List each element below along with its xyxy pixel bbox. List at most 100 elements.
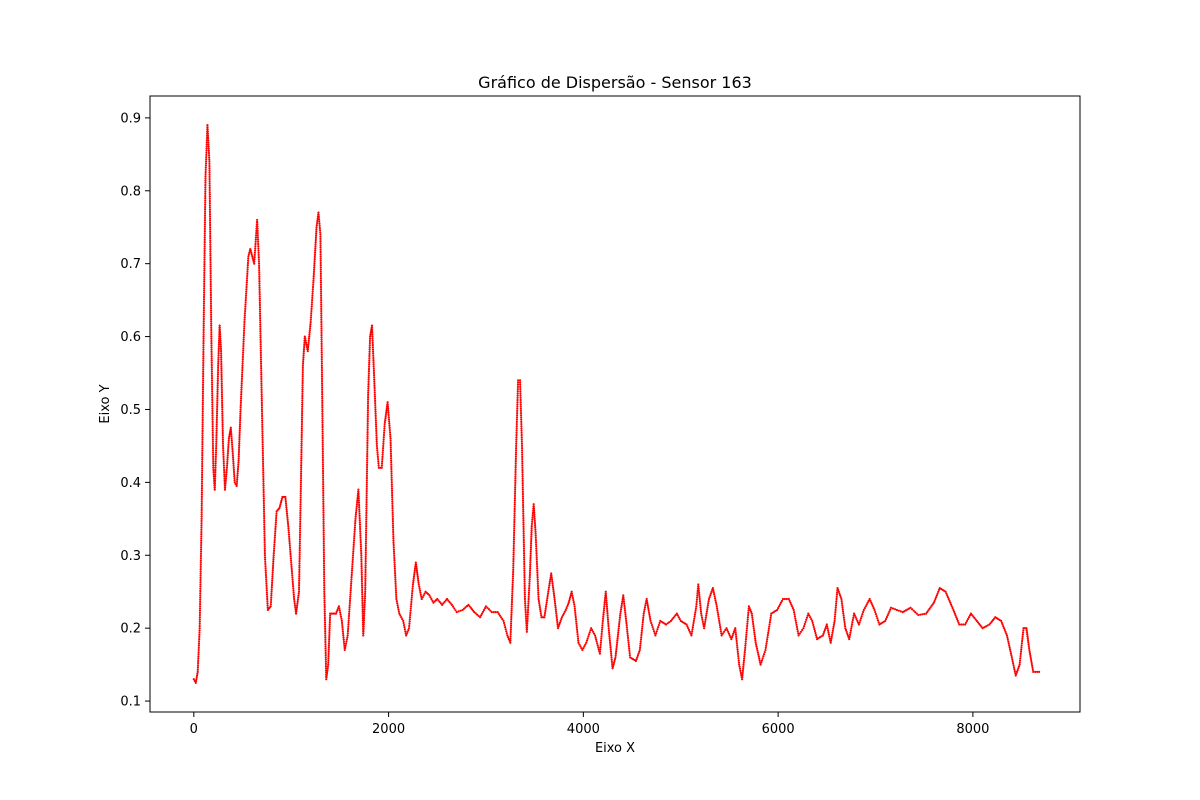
data-point [524, 613, 527, 616]
data-point [953, 612, 956, 615]
data-point [266, 602, 269, 605]
data-point [514, 475, 517, 478]
data-point [201, 427, 204, 430]
data-point [210, 331, 213, 334]
data-point [798, 632, 801, 635]
data-point [310, 314, 313, 317]
data-point [575, 626, 578, 629]
data-point [211, 438, 214, 441]
data-point [370, 324, 374, 327]
data-point [258, 301, 261, 304]
data-point [388, 428, 391, 432]
data-point [322, 526, 325, 530]
data-point [390, 467, 393, 471]
data-point [262, 510, 266, 513]
data-point [217, 343, 221, 346]
data-point [200, 543, 203, 547]
data-point [429, 596, 432, 599]
data-point [394, 587, 397, 590]
data-point [607, 624, 610, 628]
data-point [365, 474, 369, 477]
data-point [286, 522, 290, 526]
data-point [261, 417, 264, 420]
data-point [364, 579, 367, 582]
data-point [298, 568, 301, 571]
data-point [521, 501, 525, 504]
data-point [510, 615, 513, 619]
data-point [242, 344, 245, 348]
data-point [324, 654, 327, 657]
data-point [213, 486, 216, 489]
data-point [350, 582, 353, 585]
data-point [237, 463, 240, 466]
data-point [210, 322, 213, 325]
data-point [310, 309, 313, 313]
data-point [259, 314, 262, 317]
data-point [300, 431, 303, 434]
data-point [364, 533, 368, 536]
data-point [1021, 631, 1025, 634]
data-point [372, 354, 375, 357]
data-point [349, 597, 352, 600]
data-point [933, 599, 936, 602]
data-point [619, 614, 622, 617]
data-point [221, 416, 224, 420]
data-point [311, 290, 314, 293]
data-point [298, 573, 301, 576]
data-point [408, 622, 411, 625]
data-point [259, 327, 262, 331]
data-point [206, 132, 210, 135]
data-point [390, 476, 393, 479]
data-point [738, 667, 742, 670]
data-point [325, 676, 328, 679]
data-point [396, 606, 400, 609]
data-point [208, 178, 211, 181]
data-point [284, 500, 287, 503]
data-point [298, 531, 302, 534]
data-point [215, 416, 218, 419]
data-point [217, 362, 220, 365]
data-point [367, 367, 371, 371]
data-point [341, 626, 344, 629]
data-point [744, 646, 747, 649]
data-point [207, 154, 211, 157]
data-point [299, 518, 302, 521]
data-point [604, 590, 607, 593]
data-point [199, 568, 202, 571]
data-point [413, 573, 416, 576]
data-point [245, 288, 248, 291]
data-point [230, 432, 233, 436]
data-point [217, 347, 220, 350]
data-point [350, 576, 353, 579]
data-point [322, 562, 326, 565]
data-point [527, 602, 530, 605]
plot-area-frame [149, 95, 1081, 713]
data-point [875, 615, 878, 618]
data-point [260, 375, 263, 378]
data-point [641, 618, 645, 622]
data-point [573, 605, 576, 608]
data-point [210, 372, 213, 375]
data-point [358, 519, 361, 522]
data-point [200, 495, 203, 498]
data-point [323, 584, 326, 587]
data-point [258, 297, 261, 300]
data-point [240, 395, 243, 398]
data-point [323, 594, 326, 598]
data-point [227, 443, 230, 446]
data-point [210, 383, 214, 386]
data-point [411, 583, 415, 586]
data-point [256, 218, 259, 222]
data-point [242, 349, 245, 352]
data-point [513, 490, 517, 493]
data-point [1031, 666, 1034, 670]
data-point [362, 627, 365, 630]
data-point [513, 516, 516, 519]
data-point [292, 587, 295, 590]
data-point [418, 589, 422, 592]
data-point [1018, 659, 1022, 662]
y-tick-label: 0.7 [120, 257, 141, 272]
data-point [259, 362, 263, 365]
data-point [220, 382, 223, 385]
data-point [519, 405, 522, 408]
